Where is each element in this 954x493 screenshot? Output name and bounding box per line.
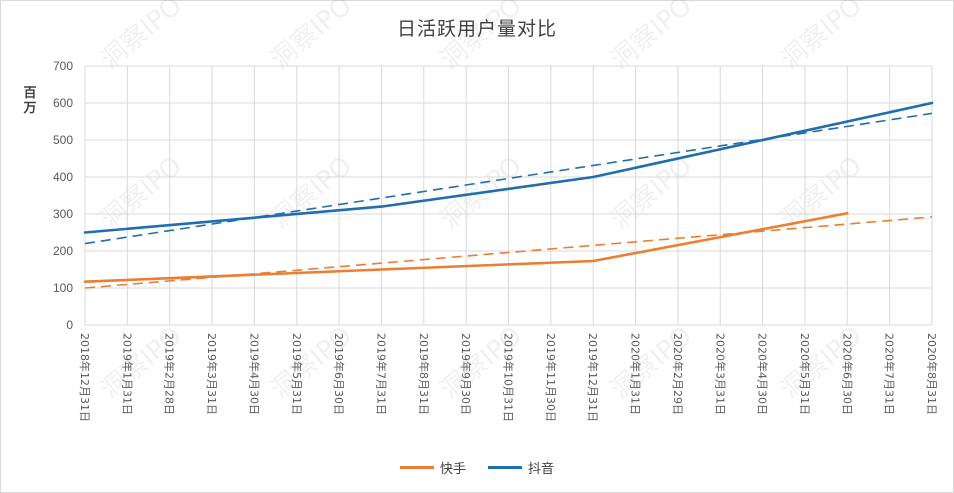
watermark-text: 洞察IPO bbox=[605, 0, 698, 75]
legend-swatch-kuaishou bbox=[399, 466, 434, 469]
x-tick-label: 2020年3月31日 bbox=[713, 333, 727, 415]
watermark-text: 洞察IPO bbox=[775, 0, 868, 75]
x-tick-label: 2019年6月30日 bbox=[332, 333, 346, 415]
legend: 快手 抖音 bbox=[0, 458, 954, 477]
y-tick-label: 300 bbox=[53, 207, 73, 221]
y-tick-label: 400 bbox=[53, 170, 73, 184]
legend-label-douyin: 抖音 bbox=[528, 462, 555, 477]
x-tick-label: 2019年3月31日 bbox=[205, 333, 219, 415]
legend-label-kuaishou: 快手 bbox=[439, 462, 466, 477]
x-tick-label: 2019年11月30日 bbox=[544, 333, 558, 422]
series-line-1 bbox=[83, 101, 934, 234]
x-tick-label: 2020年5月31日 bbox=[798, 333, 812, 415]
y-tick-label: 100 bbox=[53, 281, 73, 295]
chart-title: 日活跃用户量对比 bbox=[396, 18, 557, 40]
x-tick-label: 2020年1月31日 bbox=[629, 333, 643, 415]
watermark-text: 洞察IPO bbox=[95, 151, 188, 236]
legend-item-kuaishou: 快手 bbox=[399, 458, 466, 477]
legend-swatch-douyin bbox=[488, 466, 522, 469]
y-axis-unit-label: 百万 bbox=[23, 86, 37, 116]
legend-item-douyin: 抖音 bbox=[488, 458, 554, 477]
x-tick-label: 2019年4月30日 bbox=[247, 333, 261, 415]
x-tick-label: 2020年6月30日 bbox=[840, 333, 854, 415]
x-tick-label: 2019年5月31日 bbox=[290, 333, 304, 415]
x-tick-label: 2019年7月31日 bbox=[374, 333, 388, 415]
x-tick-label: 2019年10月31日 bbox=[502, 333, 516, 422]
series-line-0 bbox=[83, 211, 849, 284]
trendline-0 bbox=[84, 216, 933, 289]
y-tick-label: 500 bbox=[53, 133, 73, 147]
watermark-text: 洞察IPO bbox=[95, 0, 188, 75]
x-tick-label: 2020年7月31日 bbox=[883, 333, 897, 415]
y-tick-label: 600 bbox=[53, 96, 73, 110]
x-tick-label: 2018年12月31日 bbox=[78, 333, 92, 422]
watermark-text: 洞察IPO bbox=[435, 0, 528, 75]
x-tick-label: 2020年4月30日 bbox=[756, 333, 770, 415]
x-tick-label: 2019年8月31日 bbox=[417, 333, 431, 415]
y-tick-label: 200 bbox=[53, 244, 73, 258]
x-tick-label: 2019年2月28日 bbox=[163, 333, 177, 415]
x-tick-label: 2020年2月29日 bbox=[671, 333, 685, 415]
watermark-text: 洞察IPO bbox=[775, 151, 868, 236]
watermark-text: 洞察IPO bbox=[265, 0, 358, 75]
x-tick-label: 2019年12月31日 bbox=[586, 333, 600, 422]
x-tick-label: 2019年9月30日 bbox=[459, 333, 473, 415]
x-tick-label: 2020年8月31日 bbox=[925, 333, 939, 415]
y-tick-label: 700 bbox=[53, 59, 73, 73]
x-tick-label: 2019年1月31日 bbox=[120, 333, 134, 415]
y-tick-label: 0 bbox=[66, 318, 73, 332]
watermark-text: 洞察IPO bbox=[265, 151, 358, 236]
